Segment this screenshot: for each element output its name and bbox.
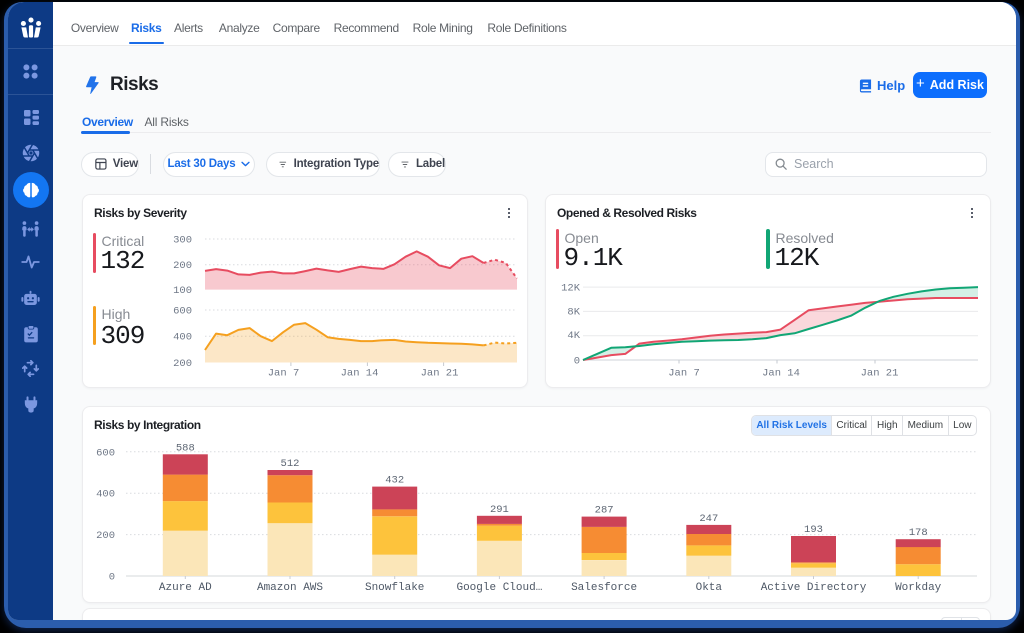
svg-text:Jan 21: Jan 21 (861, 368, 899, 380)
svg-text:4K: 4K (567, 330, 580, 342)
svg-text:300: 300 (173, 235, 192, 247)
svg-text:Jan 14: Jan 14 (341, 368, 379, 380)
svg-text:Jan 7: Jan 7 (668, 368, 700, 380)
svg-text:287: 287 (595, 505, 614, 517)
svg-text:0: 0 (109, 572, 115, 584)
svg-text:Jan 7: Jan 7 (268, 368, 300, 380)
svg-text:400: 400 (96, 489, 115, 501)
svg-text:Snowflake: Snowflake (365, 582, 424, 594)
svg-text:400: 400 (173, 332, 192, 344)
svg-text:Salesforce: Salesforce (571, 582, 637, 594)
svg-text:291: 291 (490, 504, 509, 516)
svg-text:512: 512 (281, 458, 300, 470)
svg-text:178: 178 (909, 527, 928, 539)
svg-text:Jan 14: Jan 14 (762, 368, 800, 380)
svg-text:247: 247 (699, 513, 718, 525)
svg-text:600: 600 (96, 447, 115, 459)
svg-text:Azure AD: Azure AD (159, 582, 212, 594)
svg-text:588: 588 (176, 442, 195, 454)
svg-text:Workday: Workday (895, 582, 942, 594)
svg-text:600: 600 (173, 306, 192, 318)
svg-text:Okta: Okta (696, 582, 723, 594)
svg-text:0: 0 (574, 356, 580, 368)
svg-text:200: 200 (173, 260, 192, 272)
svg-text:Google Cloud…: Google Cloud… (456, 582, 542, 594)
svg-text:100: 100 (173, 285, 192, 297)
svg-text:12K: 12K (561, 283, 581, 295)
svg-text:8K: 8K (567, 307, 580, 319)
svg-text:Active Directory: Active Directory (761, 582, 867, 594)
svg-text:200: 200 (96, 530, 115, 542)
svg-text:Amazon AWS: Amazon AWS (257, 582, 323, 594)
svg-text:Jan 21: Jan 21 (421, 368, 459, 380)
svg-text:193: 193 (804, 524, 823, 536)
svg-text:200: 200 (173, 358, 192, 370)
svg-text:432: 432 (385, 475, 404, 487)
